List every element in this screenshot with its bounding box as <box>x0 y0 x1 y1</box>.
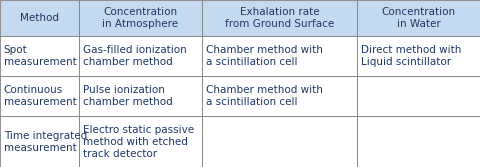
Bar <box>358 0 480 36</box>
Text: Chamber method with
a scintillation cell: Chamber method with a scintillation cell <box>205 85 323 107</box>
Bar <box>0 0 79 36</box>
Bar <box>79 36 202 76</box>
Text: Concentration
in Water: Concentration in Water <box>382 7 456 29</box>
Bar <box>358 36 480 76</box>
Bar <box>202 0 358 36</box>
Text: Exhalation rate
from Ground Surface: Exhalation rate from Ground Surface <box>225 7 334 29</box>
Bar <box>79 0 202 36</box>
Text: Concentration
in Atmosphere: Concentration in Atmosphere <box>102 7 179 29</box>
Bar <box>0 116 79 167</box>
Text: Spot
measurement: Spot measurement <box>4 45 77 67</box>
Text: Gas-filled ionization
chamber method: Gas-filled ionization chamber method <box>83 45 187 67</box>
Bar <box>202 36 358 76</box>
Text: Direct method with
Liquid scintillator: Direct method with Liquid scintillator <box>361 45 462 67</box>
Bar <box>79 76 202 116</box>
Bar <box>202 76 358 116</box>
Bar <box>79 116 202 167</box>
Text: Method: Method <box>20 13 59 23</box>
Bar <box>0 76 79 116</box>
Bar <box>358 116 480 167</box>
Text: Continuous
measurement: Continuous measurement <box>4 85 77 107</box>
Bar <box>358 76 480 116</box>
Text: Time integrated
measurement: Time integrated measurement <box>4 131 87 152</box>
Text: Electro static passive
method with etched
track detector: Electro static passive method with etche… <box>83 125 194 158</box>
Text: Chamber method with
a scintillation cell: Chamber method with a scintillation cell <box>205 45 323 67</box>
Bar <box>0 36 79 76</box>
Text: Pulse ionization
chamber method: Pulse ionization chamber method <box>83 85 173 107</box>
Bar <box>202 116 358 167</box>
